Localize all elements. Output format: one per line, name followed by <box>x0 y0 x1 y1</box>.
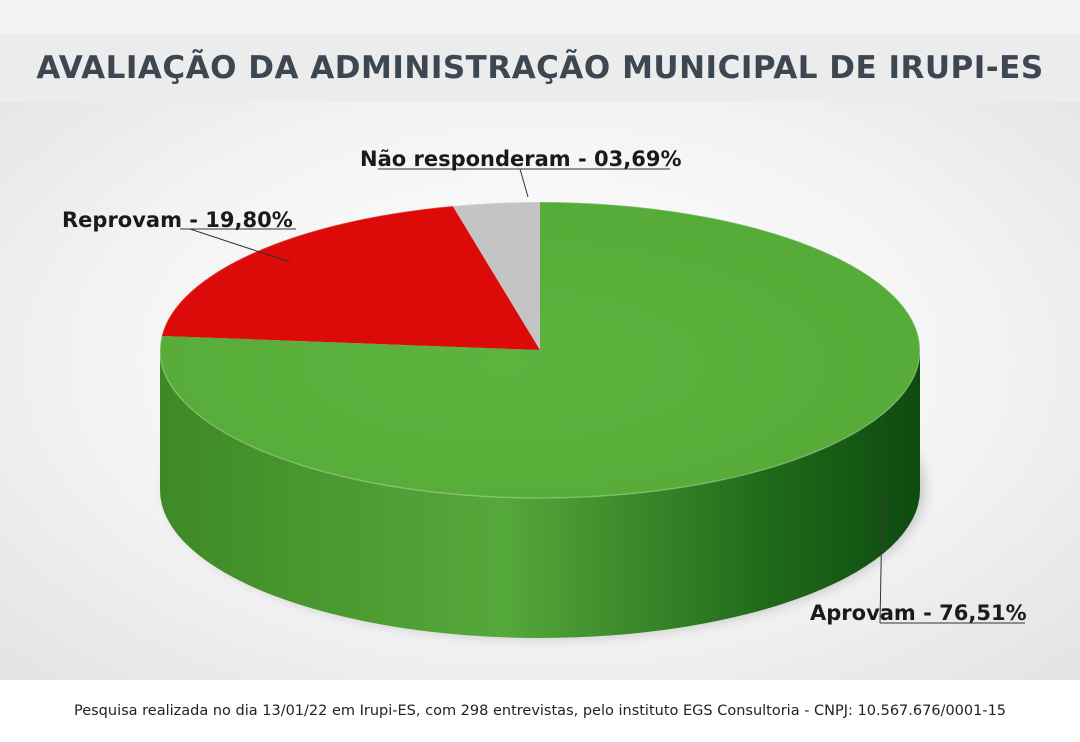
slice-nao-responderam <box>452 202 540 350</box>
slice-aprovam-leader <box>879 491 883 624</box>
footer-band: Pesquisa realizada no dia 13/01/22 em Ir… <box>0 680 1080 742</box>
slice-reprovam-label: Reprovam - 19,80% <box>62 208 293 232</box>
slice-reprovam <box>161 205 541 350</box>
pie-rim <box>159 201 921 499</box>
slice-aprovam <box>159 202 920 498</box>
slice-nao-responderam-leader <box>519 168 529 198</box>
slice-nao-responderam-label: Não responderam - 03,69% <box>360 147 681 171</box>
footer-note: Pesquisa realizada no dia 13/01/22 em Ir… <box>73 703 1007 719</box>
slice-aprovam-label: Aprovam - 76,51% <box>810 601 1027 625</box>
chart-title: AVALIAÇÃO DA ADMINISTRAÇÃO MUNICIPAL DE … <box>36 50 1044 86</box>
slice-aprovam-side <box>160 350 920 638</box>
title-band: AVALIAÇÃO DA ADMINISTRAÇÃO MUNICIPAL DE … <box>0 34 1080 102</box>
